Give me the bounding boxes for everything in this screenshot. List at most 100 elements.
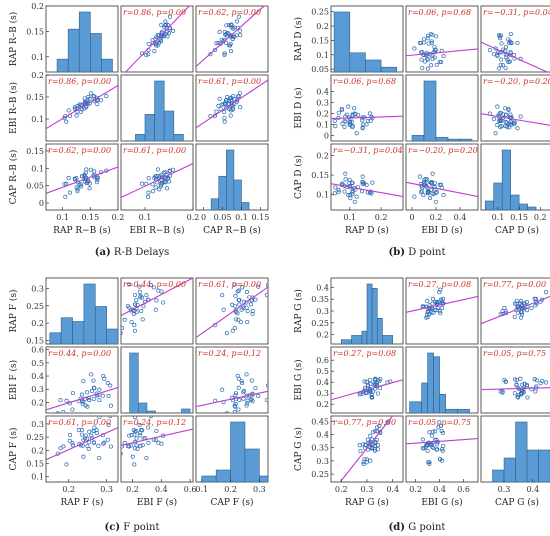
corr-label: r=0.06, p=0.68 bbox=[333, 77, 396, 86]
scatter-point bbox=[525, 395, 530, 400]
y-tick-label: 0.25 bbox=[311, 8, 329, 17]
scatter-point bbox=[66, 108, 71, 113]
scatter-point bbox=[363, 443, 368, 448]
y-tick-label: 0.2 bbox=[316, 110, 329, 119]
scatter-point bbox=[425, 448, 430, 454]
y-tick-label: 0.3 bbox=[31, 420, 44, 429]
scatter-point bbox=[97, 387, 102, 392]
hist-bar bbox=[457, 408, 470, 414]
scatter-point bbox=[122, 317, 127, 322]
corr-label: r=0.61, p=0.00 bbox=[48, 418, 111, 427]
scatter-point bbox=[229, 22, 234, 27]
scatter-point bbox=[368, 381, 373, 386]
y-tick-label: 0 bbox=[39, 199, 44, 208]
scatter-point bbox=[430, 440, 435, 445]
scatter-point bbox=[151, 41, 156, 46]
y-axis-label: EBI D (s) bbox=[293, 87, 304, 128]
scatter-point bbox=[368, 433, 373, 438]
hist-bar bbox=[538, 449, 550, 483]
scatter-point bbox=[148, 283, 153, 288]
scatter-point bbox=[498, 389, 503, 394]
scatter-point bbox=[503, 379, 508, 384]
scatter-point bbox=[336, 187, 341, 192]
y-tick-label: 0.3 bbox=[31, 284, 44, 293]
y-tick-label: 0.15 bbox=[26, 460, 44, 469]
scatter-point bbox=[432, 184, 437, 189]
scatter-point bbox=[237, 28, 242, 33]
scatter-point bbox=[432, 55, 437, 60]
hist-bar bbox=[409, 401, 422, 414]
panel-g-point: 0.2 0.25 0.3 0.35 0.4 RAP G (s) r=0.27, p=0.08… bbox=[293, 277, 550, 508]
y-tick-label: 0.1 bbox=[316, 51, 329, 60]
fit-line bbox=[196, 390, 268, 408]
scatter-point bbox=[94, 180, 99, 185]
scatter-point bbox=[495, 54, 500, 59]
scatter-point bbox=[163, 180, 168, 185]
scatter-point bbox=[85, 444, 90, 449]
scatter-point bbox=[232, 326, 237, 331]
hist-bar bbox=[181, 408, 191, 414]
scatter bbox=[196, 6, 265, 67]
hist-bar bbox=[445, 408, 458, 414]
cell-1-2: r=0.61, p=0.00 bbox=[195, 74, 269, 142]
scatter-point bbox=[253, 386, 258, 391]
scatter-point bbox=[512, 119, 517, 124]
scatter-point bbox=[232, 97, 237, 102]
corr-label: r=−0.20, p=0.20 bbox=[483, 77, 550, 86]
scatter-point bbox=[146, 52, 151, 57]
y-tick-label: 0.2 bbox=[31, 71, 44, 80]
corr-label: r=0.61, p=0.00 bbox=[123, 146, 186, 155]
hist-bar bbox=[154, 80, 165, 142]
fit-line bbox=[406, 181, 478, 198]
scatter-point bbox=[81, 379, 86, 384]
scatter-point bbox=[518, 376, 523, 381]
x-tick-label: 0 bbox=[201, 213, 206, 222]
scatter-point bbox=[419, 57, 424, 62]
scatter-point bbox=[434, 62, 439, 67]
scatter-point bbox=[237, 298, 242, 303]
scatter-point bbox=[430, 301, 435, 306]
scatter-point bbox=[234, 317, 239, 322]
y-axis-label: EBI G (s) bbox=[293, 359, 304, 400]
x-tick-label: 0.2 bbox=[409, 485, 422, 494]
hist-bar bbox=[411, 135, 425, 142]
scatter-point bbox=[540, 378, 545, 384]
scatter-point bbox=[343, 177, 348, 182]
scatter-point bbox=[134, 429, 139, 434]
scatter-point bbox=[438, 457, 443, 462]
scatter-point bbox=[58, 446, 63, 451]
scatter-point bbox=[373, 382, 378, 387]
scatter-point bbox=[420, 189, 425, 194]
scatter-point bbox=[212, 47, 218, 53]
scatter-point bbox=[347, 177, 352, 182]
cell-frame bbox=[120, 415, 194, 483]
scatter-point bbox=[515, 40, 520, 46]
scatter-point bbox=[245, 401, 250, 406]
y-tick-label: 0.1 bbox=[316, 121, 329, 130]
y-tick-label: 0.6 bbox=[316, 356, 329, 365]
scatter-point bbox=[360, 181, 365, 187]
hist-bar bbox=[106, 328, 119, 345]
hist-bar bbox=[90, 33, 102, 73]
scatter-point bbox=[431, 310, 436, 315]
scatter-point bbox=[97, 416, 102, 420]
hist-bar bbox=[435, 136, 449, 142]
scatter-point bbox=[421, 193, 426, 198]
scatter-point bbox=[222, 52, 227, 58]
scatter-point bbox=[512, 301, 518, 306]
scatter-point bbox=[140, 443, 145, 448]
corr-label: r=0.62, p=0.00 bbox=[48, 146, 111, 155]
scatter-point bbox=[360, 118, 365, 123]
scatter-point bbox=[245, 319, 250, 325]
scatter-point bbox=[146, 440, 151, 445]
scatter-point bbox=[360, 180, 365, 185]
scatter-point bbox=[434, 308, 439, 313]
corr-label: r=0.06, p=0.68 bbox=[408, 8, 471, 17]
y-tick-label: 0.3 bbox=[31, 385, 44, 394]
scatter-point bbox=[154, 428, 159, 433]
cell-frame bbox=[480, 74, 550, 142]
scatter-point bbox=[220, 387, 225, 392]
scatter-point bbox=[434, 442, 439, 447]
scatter-point bbox=[79, 427, 84, 433]
